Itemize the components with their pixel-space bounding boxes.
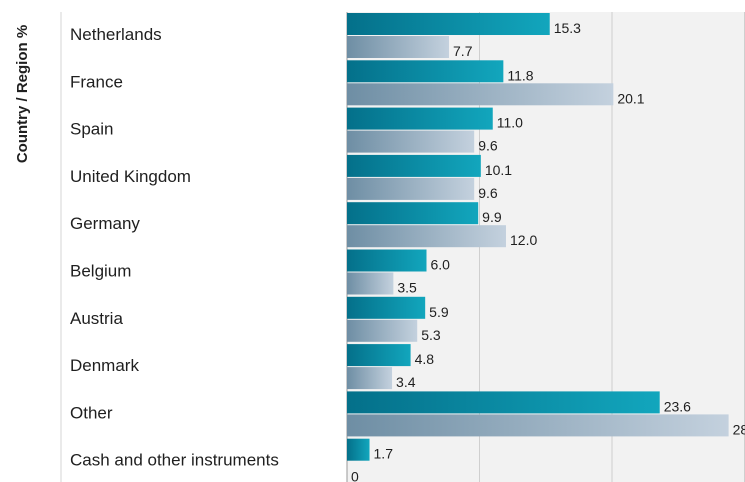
bar-series-2: [347, 367, 393, 390]
bar-series-2: [347, 36, 450, 58]
value-label-series-2: 12.0: [510, 232, 537, 248]
category-label: France: [70, 72, 123, 91]
category-label: Cash and other instruments: [70, 451, 279, 470]
value-label-series-2: 9.6: [478, 138, 498, 154]
bar-series-2: [347, 225, 506, 248]
value-label-series-1: 1.7: [374, 446, 394, 462]
bar-series-2: [347, 83, 614, 106]
value-label-series-2: 3.5: [397, 280, 417, 296]
value-label-series-2: 3.4: [396, 374, 416, 390]
category-labels: Netherlands France Spain United Kingdom Germ…: [70, 25, 279, 470]
bar-series-1: [347, 107, 493, 130]
bar-series-2: [347, 272, 394, 295]
value-label-series-2: 0: [351, 469, 359, 482]
value-label-series-2: 20.1: [617, 90, 644, 106]
bars: [347, 13, 729, 461]
category-label: Austria: [70, 309, 123, 328]
bar-series-1: [347, 13, 550, 35]
bar-series-2: [347, 319, 418, 342]
value-label-series-1: 15.3: [554, 20, 581, 36]
category-label: Denmark: [70, 356, 139, 375]
bar-series-1: [347, 60, 504, 83]
bar-series-1: [347, 154, 481, 177]
value-label-series-2: 5.3: [421, 327, 441, 343]
value-label-series-1: 9.9: [482, 209, 502, 225]
value-label-series-1: 11.8: [507, 67, 533, 83]
value-labels: 15.3 7.7 11.8 20.1 11.0 9.6 10.1 9.6 9.9 12.0 6.0 3…: [351, 20, 745, 482]
value-label-series-1: 11.0: [497, 115, 523, 131]
bar-series-1: [347, 249, 427, 272]
value-label-series-1: 10.1: [485, 162, 512, 178]
value-label-series-1: 5.9: [429, 304, 449, 320]
value-label-series-2: 7.7: [453, 43, 473, 59]
category-label: Germany: [70, 214, 140, 233]
bar-series-2: [347, 414, 729, 437]
value-label-series-1: 23.6: [664, 398, 691, 414]
bar-series-1: [347, 296, 426, 319]
value-label-series-2: 28.8: [733, 421, 745, 437]
bar-series-1: [347, 202, 479, 225]
bar-series-1: [347, 344, 411, 367]
category-label: United Kingdom: [70, 167, 191, 186]
value-label-series-1: 6.0: [431, 257, 451, 273]
bar-series-1: [347, 391, 660, 414]
value-label-series-2: 9.6: [478, 185, 498, 201]
category-label: Spain: [70, 120, 113, 139]
y-axis-label: Country / Region %: [14, 25, 31, 163]
category-label: Other: [70, 403, 113, 422]
value-label-series-1: 4.8: [415, 351, 435, 367]
category-label: Netherlands: [70, 25, 162, 44]
bar-series-2: [347, 130, 475, 153]
category-label: Belgium: [70, 262, 131, 281]
bar-series-2: [347, 177, 475, 200]
bar-series-1: [347, 438, 370, 461]
